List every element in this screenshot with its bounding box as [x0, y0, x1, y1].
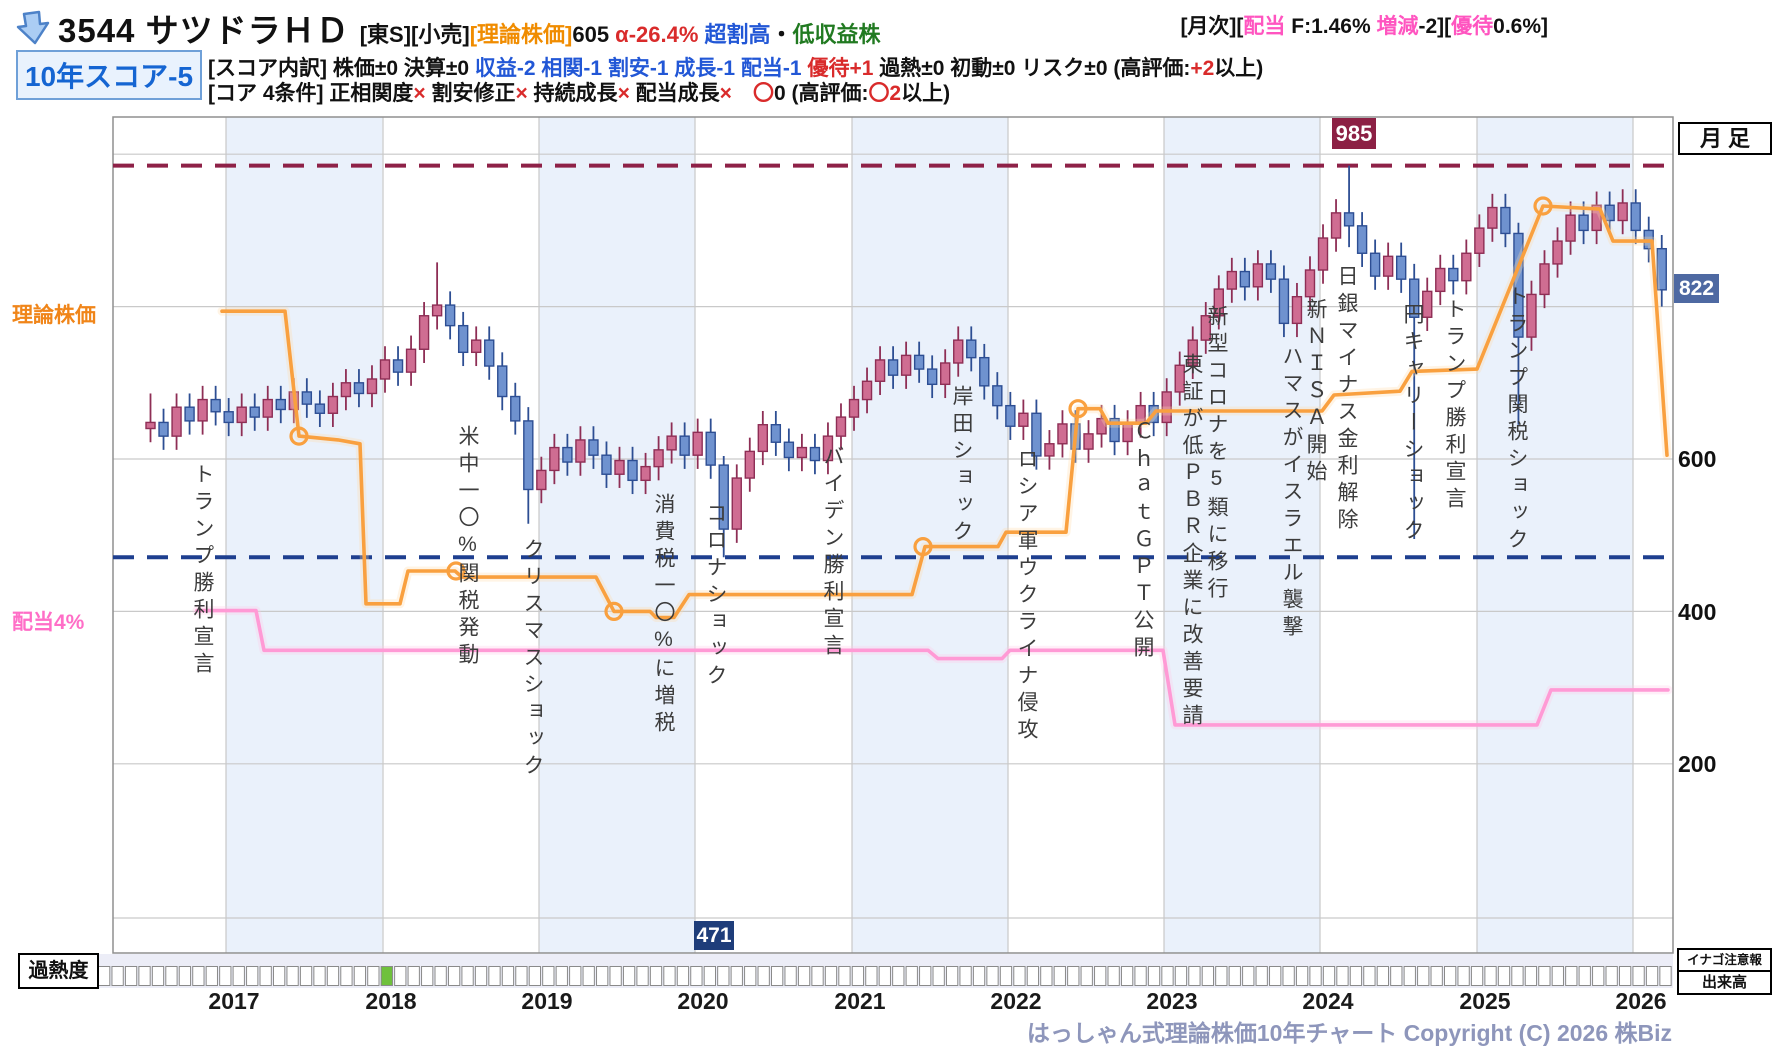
event-label: 日銀マイナス金利解除: [1335, 265, 1358, 535]
title-segment: 超割高: [704, 22, 771, 47]
event-label: ロシア軍ウクライナ侵攻: [1015, 448, 1038, 745]
score-segment: ×: [617, 82, 630, 105]
event-label: ＣｈａｔＧＰＴ公開: [1131, 420, 1154, 663]
score-segment: 過熱±0 初動±0 リスク±0 (高評価:: [879, 57, 1191, 80]
current-price-badge: 822: [1674, 274, 1719, 303]
core-conditions-row: [コア 4条件] 正相関度× 割安修正× 持続成長× 配当成長× 〇0 (高評価…: [208, 77, 950, 107]
stock-down-arrow-icon: [16, 10, 50, 45]
score-segment: 〇2: [868, 82, 902, 105]
volume-button[interactable]: 出来高: [1677, 970, 1772, 995]
title-segment: [東S][小売]: [353, 22, 470, 47]
stock-title: 3544 サツドラＨＤ [東S][小売][理論株価]605 α-26.4% 超割…: [58, 4, 881, 52]
year-label: 2022: [990, 988, 1042, 1014]
header-right-segment: F:1.46%: [1285, 15, 1377, 38]
year-label: 2021: [834, 988, 886, 1014]
score-breakdown-row: [スコア内訳] 株価±0 決算±0 収益-2 相関-1 割安-1 成長-1 配当…: [208, 52, 1263, 82]
score-segment: +2: [1190, 57, 1215, 80]
y-axis-tick: 200: [1678, 751, 1717, 777]
title-segment: 3544 サツドラＨＤ: [58, 12, 350, 49]
title-segment: α-26.4%: [615, 22, 705, 47]
score-segment: ×: [515, 82, 528, 105]
page-title: 3544 サツドラＨＤ [東S][小売][理論株価]605 α-26.4% 超割…: [10, 4, 881, 52]
event-label: 東証が低ＰＢＲ企業に改善要請: [1180, 353, 1203, 731]
score-badge: 10年スコア-5: [16, 50, 202, 100]
event-label: バイデン勝利宣言: [821, 445, 844, 661]
year-label: 2019: [521, 988, 573, 1014]
score-segment: 優待+1: [807, 57, 880, 80]
event-label: トランプ関税ショック: [1505, 285, 1528, 555]
score-segment: 以上): [1214, 57, 1264, 80]
year-label: 2017: [208, 988, 260, 1014]
y-axis-tick: 400: [1678, 599, 1717, 625]
event-label: トランプ勝利宣言: [191, 463, 214, 679]
year-label: 2018: [365, 988, 417, 1014]
timeframe-button[interactable]: 月 足: [1678, 122, 1772, 155]
title-segment: 低収益株: [792, 22, 881, 47]
event-label: 新型コロナを5類に移行: [1205, 305, 1228, 604]
copyright-text: はっしゃん式理論株価10年チャート Copyright (C) 2026 株Bi…: [1026, 1020, 1672, 1046]
event-label: 岸田ショック: [950, 385, 973, 547]
event-label: コロナショック: [704, 502, 727, 691]
title-segment: [理論株価]: [469, 22, 573, 47]
score-segment: 収益-2 相関-1 割安-1 成長-1 配当-1: [474, 57, 808, 80]
score-segment: 配当成長: [629, 82, 720, 105]
title-segment: 605: [572, 22, 616, 47]
header-right-segment: [月次][: [1180, 15, 1244, 38]
event-label: クリスマスショック: [521, 538, 544, 781]
header-right-segment: -2][: [1418, 15, 1452, 38]
theoretical-price-label: 理論株価: [12, 304, 96, 327]
score-segment: [スコア内訳] 株価±0 決算±0: [208, 57, 475, 80]
score-segment: 割安修正: [425, 82, 516, 105]
year-label: 2025: [1459, 988, 1511, 1014]
year-label: 2020: [677, 988, 729, 1014]
dividend-info-header: [月次][配当 F:1.46% 増減-2][優待0.6%]: [1180, 10, 1548, 40]
year-label: 2023: [1146, 988, 1198, 1014]
year-label: 2026: [1615, 988, 1667, 1014]
score-segment: 持続成長: [527, 82, 618, 105]
event-label: 米中一〇%関税発動: [456, 425, 479, 670]
score-segment: ×: [719, 82, 732, 105]
dividend-4pct-label: 配当4%: [12, 611, 85, 634]
score-segment: 0 (高評価:: [773, 82, 869, 105]
event-label: トランプ勝利宣言: [1443, 298, 1466, 514]
inago-alert-button[interactable]: イナゴ注意報: [1677, 948, 1772, 972]
score-segment: ×: [413, 82, 426, 105]
header-right-segment: 配当: [1243, 15, 1286, 38]
event-label: 円キャリーショック: [1401, 303, 1424, 546]
header-right-segment: 0.6%]: [1493, 15, 1548, 38]
header-right-segment: 優待: [1451, 15, 1494, 38]
header-right-segment: 増減: [1376, 15, 1419, 38]
overheat-label: 過熱度: [18, 953, 99, 989]
high-price-badge: 985: [1332, 118, 1376, 149]
score-segment: 以上): [901, 82, 951, 105]
event-label: 新ＮＩＳＡ開始: [1304, 298, 1327, 487]
score-segment: [732, 82, 753, 105]
y-axis-tick: 600: [1678, 446, 1717, 472]
score-segment: 〇: [752, 82, 774, 105]
year-label: 2024: [1302, 988, 1354, 1014]
low-price-badge: 471: [694, 921, 734, 950]
event-label: 消費税一〇%に増税: [652, 493, 675, 738]
score-segment: [コア 4条件] 正相関度: [208, 82, 414, 105]
event-label: ハマスがイスラエル襲撃: [1280, 345, 1303, 642]
title-segment: ・: [770, 22, 793, 47]
